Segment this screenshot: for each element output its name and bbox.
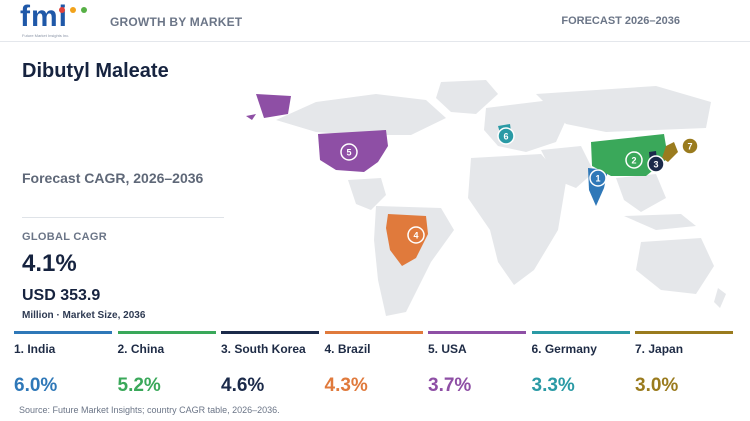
country-label: 6. Germany xyxy=(531,342,597,356)
header-section-label: GROWTH BY MARKET xyxy=(110,15,243,29)
map-marker-south-korea[interactable]: 3 xyxy=(647,155,665,173)
map-marker-china[interactable]: 2 xyxy=(625,151,643,169)
country-label: 4. Brazil xyxy=(324,342,371,356)
country-cagr-value: 5.2% xyxy=(117,375,161,396)
land-central-america xyxy=(348,178,386,210)
market-size-value: USD 353.9 xyxy=(22,287,101,304)
logo-dot-green xyxy=(81,7,87,13)
fmi-logo[interactable]: fmi Future Market Insights Inc. xyxy=(20,0,92,40)
global-cagr-label: GLOBAL CAGR xyxy=(22,231,107,243)
marker-rank-label: 1 xyxy=(595,174,600,184)
logo-wordmark: fmi xyxy=(20,0,68,33)
logo-dot-orange xyxy=(70,7,76,13)
country-markers: 1 2 3 4 5 6 7 xyxy=(340,127,699,244)
country-card-brazil: 4. Brazil 4.3% xyxy=(324,331,423,401)
country-label: 1. India xyxy=(14,342,56,356)
map-marker-usa[interactable]: 5 xyxy=(340,143,358,161)
marker-circle xyxy=(589,169,607,187)
marker-circle xyxy=(647,155,665,173)
country-cagr-value: 4.3% xyxy=(324,375,368,396)
marker-rank-label: 3 xyxy=(653,160,658,170)
card-color-bar xyxy=(14,331,112,334)
header-bar: fmi Future Market Insights Inc. GROWTH B… xyxy=(0,0,750,42)
map-marker-india[interactable]: 1 xyxy=(589,169,607,187)
logo-dot-red xyxy=(59,7,65,13)
marker-circle xyxy=(340,143,358,161)
world-map: 1 2 3 4 5 6 7 xyxy=(246,80,726,316)
page-title: Dibutyl Maleate xyxy=(22,60,169,82)
card-color-bar xyxy=(221,331,319,334)
map-marker-germany[interactable]: 6 xyxy=(497,127,515,145)
card-color-bar xyxy=(531,331,630,334)
country-cagr-value: 6.0% xyxy=(14,375,58,396)
global-cagr-value: 4.1% xyxy=(22,250,77,277)
land-australia xyxy=(636,238,714,294)
background-landmasses xyxy=(276,80,726,316)
source-note: Source: Future Market Insights; country … xyxy=(19,405,280,415)
land-new-zealand xyxy=(714,288,726,308)
marker-rank-label: 7 xyxy=(687,142,692,152)
land-russia-asia xyxy=(536,86,711,132)
marker-rank-label: 2 xyxy=(631,156,636,166)
country-cagr-value: 3.0% xyxy=(635,375,679,396)
chart-subtitle: Forecast CAGR, 2026–2036 xyxy=(22,170,204,186)
land-greenland xyxy=(436,80,498,114)
card-color-bar xyxy=(117,331,216,334)
country-shape-usa-part xyxy=(246,114,256,120)
map-marker-japan[interactable]: 7 xyxy=(681,137,699,155)
country-card-india: 1. India 6.0% xyxy=(14,331,112,401)
map-marker-brazil[interactable]: 4 xyxy=(407,226,425,244)
marker-circle xyxy=(681,137,699,155)
logo-tagline: Future Market Insights Inc. xyxy=(22,33,70,38)
country-label: 2. China xyxy=(117,342,165,356)
country-label: 5. USA xyxy=(428,342,467,356)
marker-rank-label: 5 xyxy=(346,148,351,158)
land-middle-east xyxy=(541,146,594,188)
country-cagr-value: 3.3% xyxy=(531,375,575,396)
header-forecast-label: FORECAST 2026–2036 xyxy=(561,15,680,27)
card-color-bar xyxy=(428,331,526,334)
card-color-bar xyxy=(324,331,423,334)
land-indonesia xyxy=(624,214,696,230)
country-card-china: 2. China 5.2% xyxy=(117,331,216,401)
country-card-germany: 6. Germany 3.3% xyxy=(531,331,630,401)
market-size-unit: Million · Market Size, 2036 xyxy=(22,310,146,321)
country-card-japan: 7. Japan 3.0% xyxy=(635,331,733,401)
marker-circle xyxy=(625,151,643,169)
country-card-south-korea: 3. South Korea 4.6% xyxy=(221,331,319,401)
marker-rank-label: 4 xyxy=(413,231,418,241)
country-cagr-value: 4.6% xyxy=(221,375,265,396)
country-label: 7. Japan xyxy=(635,342,684,356)
land-canada xyxy=(276,94,446,135)
land-southeast-asia xyxy=(616,174,666,212)
card-color-bar xyxy=(635,331,733,334)
divider xyxy=(22,217,224,218)
marker-rank-label: 6 xyxy=(503,132,508,142)
land-africa xyxy=(468,154,566,285)
country-label: 3. South Korea xyxy=(221,342,306,356)
country-shape-usa-part xyxy=(256,94,291,118)
country-card-usa: 5. USA 3.7% xyxy=(428,331,526,401)
country-cagr-value: 3.7% xyxy=(428,375,472,396)
country-cagr-cards: 1. India 6.0% 2. China 5.2% 3. South Korea 4.… xyxy=(0,331,750,403)
country-shape-japan xyxy=(662,142,678,162)
marker-circle xyxy=(497,127,515,145)
marker-circle xyxy=(407,226,425,244)
